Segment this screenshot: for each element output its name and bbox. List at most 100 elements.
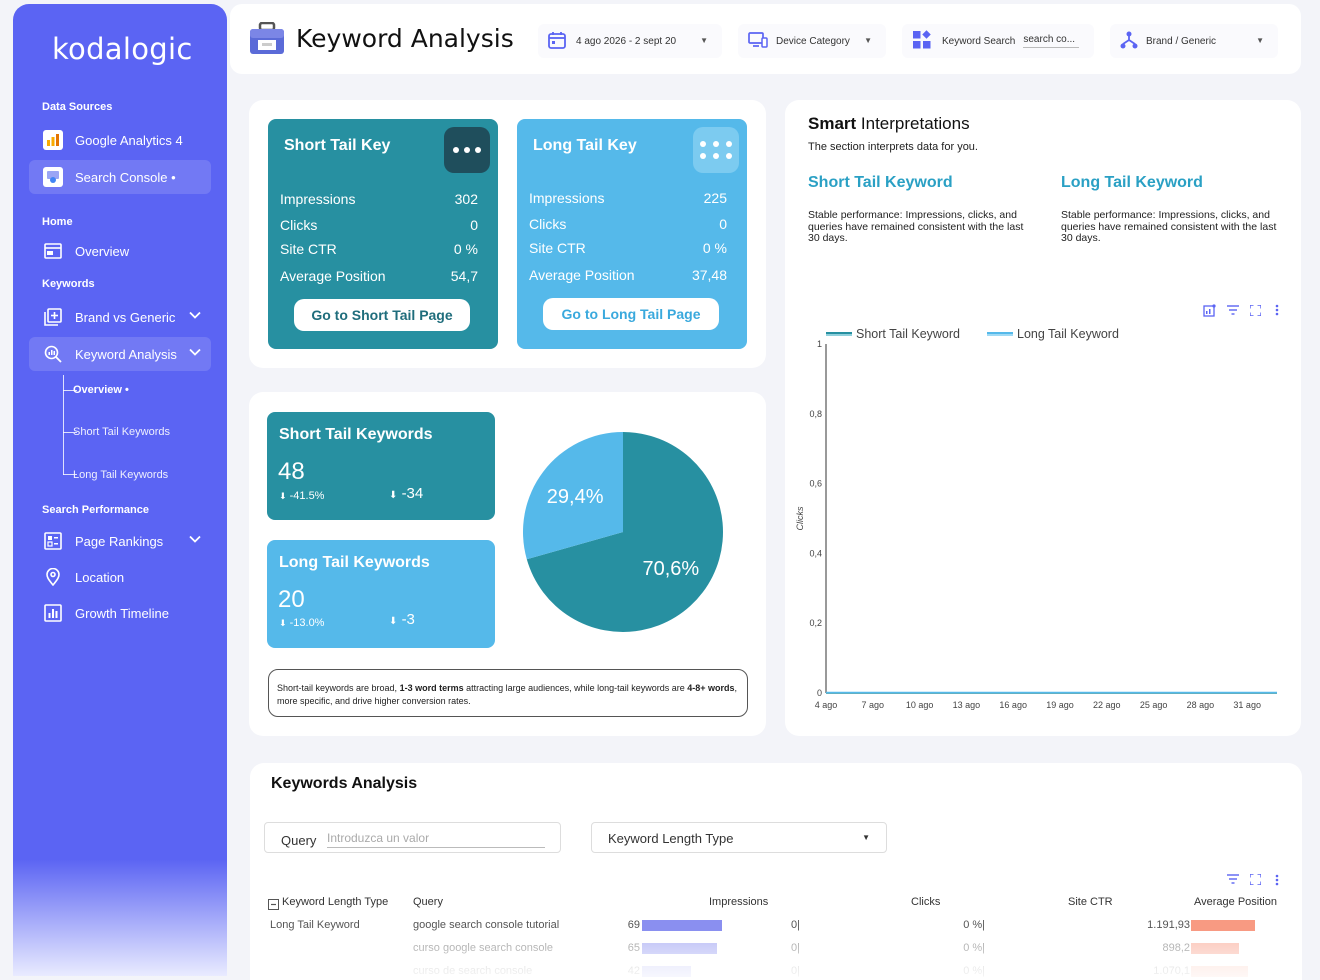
kpi-panel: Short Tail Key Impressions 302 Clicks 0 Si…	[249, 100, 766, 368]
search-console-icon	[43, 167, 63, 187]
fork-icon	[1120, 31, 1138, 52]
caret-down-icon: ▼	[700, 36, 708, 45]
sidebar-subitem-overview[interactable]: Overview •	[73, 384, 129, 396]
col-header-average-position[interactable]: Average Position	[1194, 896, 1277, 908]
sidebar-item-search-console[interactable]: Search Console •	[29, 160, 211, 194]
go-to-short-tail-button[interactable]: Go to Short Tail Page	[294, 299, 470, 331]
pie-slice-label: 29,4%	[547, 486, 604, 508]
keyword-search-filter[interactable]: Keyword Search search co...	[902, 24, 1094, 58]
query-input[interactable]: Introduzca un valor	[327, 831, 545, 848]
more-vertical-icon[interactable]	[1275, 874, 1279, 889]
x-tick-label: 7 ago	[862, 700, 885, 710]
grid-dots-icon[interactable]	[693, 127, 739, 173]
submenu-tree-hook	[63, 474, 77, 475]
keyword-search-input[interactable]: search co...	[1023, 34, 1080, 48]
kpi-row-impressions: Impressions 225	[529, 190, 727, 206]
sidebar-subitem-short-tail[interactable]: Short Tail Keywords	[73, 426, 171, 438]
arrow-down-icon: ⬇	[279, 618, 287, 628]
keyword-search-label: Keyword Search	[942, 35, 1016, 47]
chevron-down-icon[interactable]	[189, 346, 201, 361]
legend-swatch	[826, 332, 852, 336]
col-header-impressions[interactable]: Impressions	[709, 896, 769, 908]
average-position-bar	[1191, 920, 1255, 931]
home-label: Home	[42, 216, 73, 228]
sidebar-item-brand-vs-generic[interactable]: Brand vs Generic	[29, 300, 211, 334]
chevron-down-icon[interactable]	[189, 533, 201, 548]
sidebar-item-page-rankings[interactable]: Page Rankings	[29, 524, 211, 558]
query-filter-label: Query	[281, 833, 317, 848]
caret-down-icon: ▼	[862, 833, 870, 842]
col-header-query[interactable]: Query	[413, 896, 443, 908]
go-to-long-tail-button[interactable]: Go to Long Tail Page	[543, 298, 719, 330]
long-tail-interp-text: Stable performance: Impressions, clicks,…	[1061, 209, 1277, 244]
more-horizontal-icon[interactable]	[444, 127, 490, 173]
short-tail-count-value: 48	[278, 458, 305, 485]
sidebar-item-label: Google Analytics 4	[75, 132, 183, 148]
filter-icon[interactable]	[1227, 305, 1239, 318]
x-tick-label: 19 ago	[1046, 700, 1074, 710]
y-tick-label: 0,8	[809, 409, 822, 419]
x-tick-label: 16 ago	[999, 700, 1027, 710]
device-category-filter[interactable]: Device Category ▼	[738, 24, 886, 58]
fullscreen-icon[interactable]	[1249, 873, 1262, 888]
sidebar-item-overview[interactable]: Overview	[29, 234, 211, 268]
sidebar-item-label: Brand vs Generic	[75, 309, 176, 325]
sidebar-item-keyword-analysis[interactable]: Keyword Analysis	[29, 337, 211, 371]
legend-entry[interactable]: Short Tail Keyword	[826, 327, 960, 341]
add-box-icon	[43, 307, 63, 327]
window-icon	[43, 241, 63, 261]
arrow-down-icon: ⬇	[279, 491, 287, 501]
long-tail-count-title: Long Tail Keywords	[279, 554, 430, 571]
col-header-site-ctr[interactable]: Site CTR	[1068, 896, 1113, 908]
legend-swatch	[987, 332, 1013, 336]
date-range-picker[interactable]: 4 ago 2026 - 2 sept 20 ▼	[538, 24, 722, 58]
sidebar-item-location[interactable]: Location	[29, 560, 211, 594]
insert-chart-icon[interactable]	[1203, 304, 1216, 320]
data-sources-label: Data Sources	[42, 101, 113, 113]
cell-keyword-length-type: Long Tail Keyword	[270, 919, 360, 931]
y-axis-title: Clicks	[795, 506, 805, 530]
filter-icon[interactable]	[1227, 874, 1239, 887]
collapse-icon[interactable]	[268, 897, 279, 915]
cell-average-position: 1.191,93	[1147, 919, 1190, 931]
brand-logo[interactable]: kodalogic	[52, 32, 193, 66]
short-tail-count-card: Short Tail Keywords 48 ⬇ -41.5% ⬇ -34	[267, 412, 495, 520]
device-category-label: Device Category	[776, 35, 850, 47]
short-tail-count-pct: ⬇ -41.5%	[279, 490, 325, 502]
cell-site-ctr: 0 %|	[963, 919, 985, 931]
fullscreen-icon[interactable]	[1249, 304, 1262, 319]
chevron-down-icon[interactable]	[189, 309, 201, 324]
sidebar-item-label: Keyword Analysis	[75, 346, 177, 362]
brand-generic-filter[interactable]: Brand / Generic ▼	[1110, 24, 1278, 58]
sidebar-item-google-analytics[interactable]: Google Analytics 4	[29, 123, 211, 157]
long-tail-kpi-card: Long Tail Key Impressions 225 Clicks 0 Sit…	[517, 119, 747, 349]
short-tail-count-title: Short Tail Keywords	[279, 426, 433, 443]
short-tail-interp-heading: Short Tail Keyword	[808, 174, 953, 191]
more-vertical-icon[interactable]	[1275, 304, 1279, 319]
search-performance-label: Search Performance	[42, 504, 149, 516]
submenu-tree-line	[63, 375, 64, 475]
y-tick-label: 0,4	[809, 548, 822, 558]
cell-impressions: 69	[627, 919, 640, 931]
impressions-bar	[642, 920, 722, 931]
x-tick-label: 4 ago	[815, 700, 838, 710]
pie-slice[interactable]	[523, 432, 623, 560]
short-tail-kpi-card: Short Tail Key Impressions 302 Clicks 0 Si…	[268, 119, 498, 349]
keyword-length-type-select[interactable]: Keyword Length Type ▼	[591, 822, 887, 853]
cell-query[interactable]: google search console tutorial	[413, 919, 560, 931]
bar-chart-icon	[43, 603, 63, 623]
pie-slice-label: 70,6%	[643, 558, 700, 580]
col-header-keyword-length-type[interactable]: Keyword Length Type	[282, 896, 389, 908]
long-tail-count-card: Long Tail Keywords 20 ⬇ -13.0% ⬇ -3	[267, 540, 495, 648]
keywords-analysis-title: Keywords Analysis	[271, 775, 418, 792]
col-header-clicks[interactable]: Clicks	[911, 896, 941, 908]
pie-slice[interactable]	[526, 432, 723, 632]
short-tail-count-delta: ⬇ -34	[389, 485, 424, 502]
kpi-row-average-position: Average Position 54,7	[280, 268, 478, 284]
sidebar-subitem-long-tail[interactable]: Long Tail Keywords	[73, 469, 169, 481]
keyword-share-pie-chart: 70,6% 29,4%	[523, 432, 723, 632]
sidebar-item-growth-timeline[interactable]: Growth Timeline	[29, 596, 211, 630]
legend-entry[interactable]: Long Tail Keyword	[987, 327, 1119, 341]
query-filter: Query Introduzca un valor	[264, 822, 561, 853]
smart-interpretations-panel	[785, 100, 1301, 736]
